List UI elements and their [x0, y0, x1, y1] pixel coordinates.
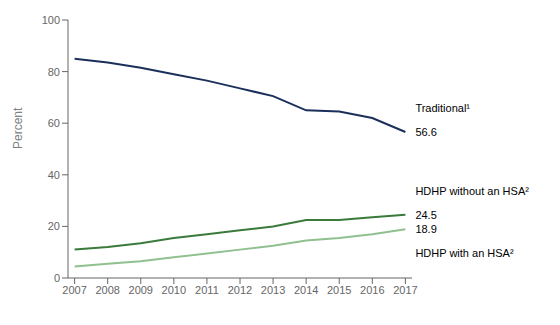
- svg-text:20: 20: [48, 220, 60, 232]
- svg-text:80: 80: [48, 66, 60, 78]
- svg-text:2017: 2017: [393, 284, 417, 296]
- svg-text:24.5: 24.5: [415, 209, 436, 221]
- svg-text:HDHP with an HSA²: HDHP with an HSA²: [415, 247, 514, 259]
- svg-text:2013: 2013: [261, 284, 285, 296]
- svg-text:56.6: 56.6: [415, 126, 436, 138]
- svg-text:40: 40: [48, 169, 60, 181]
- svg-text:2015: 2015: [327, 284, 351, 296]
- svg-text:0: 0: [54, 272, 60, 284]
- svg-text:Traditional¹: Traditional¹: [415, 102, 470, 114]
- svg-text:2014: 2014: [294, 284, 318, 296]
- svg-text:2008: 2008: [95, 284, 119, 296]
- svg-text:Percent: Percent: [11, 107, 25, 149]
- svg-text:60: 60: [48, 117, 60, 129]
- svg-text:2012: 2012: [228, 284, 252, 296]
- svg-text:100: 100: [42, 14, 60, 26]
- svg-text:2011: 2011: [195, 284, 219, 296]
- svg-text:2016: 2016: [360, 284, 384, 296]
- svg-text:HDHP without an HSA²: HDHP without an HSA²: [415, 185, 529, 197]
- svg-text:18.9: 18.9: [415, 223, 436, 235]
- svg-text:2010: 2010: [162, 284, 186, 296]
- svg-text:2009: 2009: [129, 284, 153, 296]
- svg-text:2007: 2007: [62, 284, 86, 296]
